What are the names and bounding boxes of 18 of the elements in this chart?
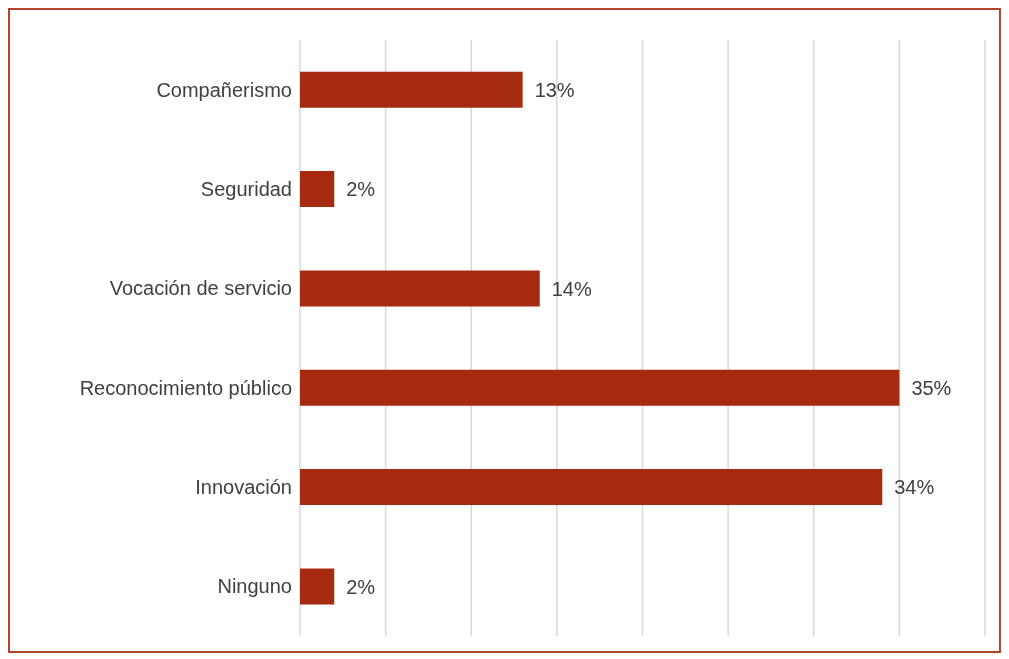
data-label: 2% [346,575,376,598]
bar [300,469,883,506]
y-tick-label: Compañerismo [156,78,292,101]
data-label: 34% [894,476,935,499]
data-label: 35% [911,376,952,399]
y-tick-label: Vocación de servicio [109,277,292,300]
y-tick-label: Reconocimiento público [79,376,292,399]
y-tick-label: Ninguno [217,575,292,598]
bar [300,171,335,208]
data-label: 2% [346,178,376,201]
y-tick-label: Seguridad [200,178,292,201]
bar [300,369,900,406]
y-tick-label: Innovación [195,476,292,499]
bar [300,270,540,307]
data-label: 14% [551,277,592,300]
data-label: 13% [534,78,575,101]
bar [300,568,335,605]
bar [300,71,523,108]
